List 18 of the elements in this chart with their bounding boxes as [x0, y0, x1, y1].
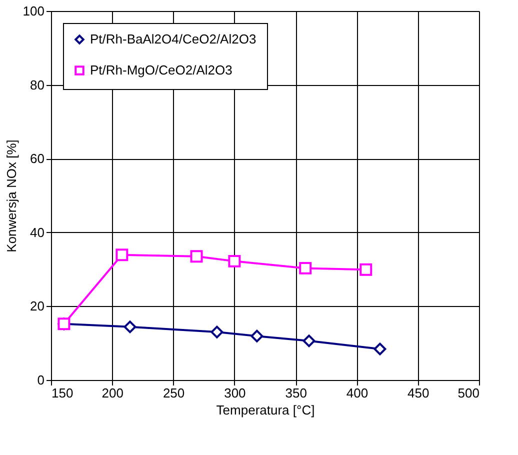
y-tick-label: 20 — [30, 298, 44, 314]
x-axis-title: Temperatura [°C] — [216, 402, 315, 418]
y-tick-label: 0 — [37, 372, 44, 388]
x-tick-label: 500 — [458, 386, 480, 400]
x-tick-label: 150 — [52, 386, 74, 400]
y-tick-label: 60 — [30, 151, 44, 166]
x-tick-label: 400 — [346, 386, 368, 400]
y-tick-label: 40 — [30, 224, 44, 240]
y-tick-label: 80 — [30, 77, 44, 92]
x-tick-label: 250 — [162, 386, 185, 400]
x-tick-label: 300 — [224, 386, 246, 400]
y-tick-label: 100 — [22, 4, 44, 18]
x-tick-label: 350 — [285, 386, 307, 400]
y-axis-title: Konwersja NOx [%] — [4, 140, 19, 252]
x-tick-label: 450 — [408, 386, 430, 400]
legend-label: Pt/Rh-MgO/CeO2/Al2O3 — [90, 62, 232, 78]
legend-label: Pt/Rh-BaAl2O4/CeO2/Al2O3 — [90, 32, 256, 46]
x-tick-label: 200 — [102, 386, 124, 400]
